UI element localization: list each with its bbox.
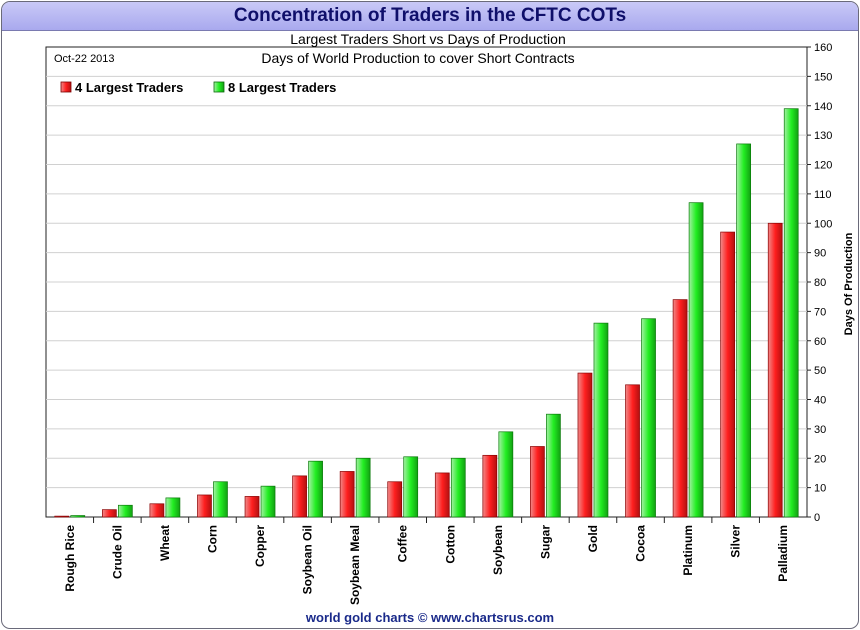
- bar-4-largest: [339, 471, 355, 518]
- bar-4-largest: [149, 503, 165, 518]
- x-tick-label: Cotton: [443, 525, 457, 564]
- bar-8-largest: [498, 431, 514, 518]
- y-tick-label: 70: [814, 306, 826, 318]
- y-tick-label: 90: [814, 248, 826, 260]
- x-tick-label: Cocoa: [634, 525, 648, 562]
- chart-title: Largest Traders Short vs Days of Product…: [290, 31, 565, 47]
- legend-label-8-largest: 8 Largest Traders: [228, 80, 336, 95]
- title-bar: Concentration of Traders in the CFTC COT…: [2, 2, 858, 31]
- bar-4-largest: [54, 515, 70, 518]
- footer-credit: world gold charts © www.chartsrus.com: [305, 610, 555, 625]
- chart-subtitle: Days of World Production to cover Short …: [261, 50, 574, 66]
- bar-4-largest: [244, 496, 260, 518]
- bar-8-largest: [736, 143, 752, 518]
- bar-4-largest: [672, 299, 688, 518]
- bar-8-largest: [688, 202, 704, 518]
- y-axis-label: Days Of Production: [843, 232, 855, 335]
- x-tick-label: Soybean Meal: [348, 525, 362, 605]
- y-tick-label: 160: [814, 42, 832, 54]
- bar-4-largest: [625, 384, 640, 518]
- bar-8-largest: [70, 515, 86, 518]
- bar-8-largest: [546, 413, 561, 518]
- legend-swatch-4-largest: [60, 81, 72, 93]
- bar-8-largest: [213, 481, 228, 518]
- x-tick-label: Soybean Oil: [301, 525, 315, 594]
- bar-4-largest: [767, 222, 783, 518]
- x-tick-label: Corn: [205, 525, 219, 553]
- bar-4-largest: [720, 231, 736, 518]
- y-tick-label: 130: [814, 130, 832, 142]
- y-tick-label: 20: [814, 453, 826, 465]
- bar-8-largest: [308, 460, 323, 518]
- bar-8-largest: [783, 108, 799, 518]
- bar-4-largest: [101, 509, 117, 518]
- bar-8-largest: [117, 504, 133, 518]
- legend-swatch-8-largest: [213, 81, 225, 93]
- y-tick-label: 30: [814, 424, 826, 436]
- y-tick-label: 80: [814, 277, 826, 289]
- bar-8-largest: [260, 485, 276, 518]
- y-tick-label: 0: [814, 512, 820, 524]
- date-label: Oct-22 2013: [54, 53, 115, 65]
- bars: [54, 108, 799, 518]
- x-tick-label: Soybean: [491, 525, 505, 575]
- bar-8-largest: [450, 457, 466, 518]
- x-tick-label: Crude Oil: [110, 525, 124, 579]
- x-tick-label: Wheat: [158, 525, 172, 561]
- x-tick-label: Gold: [586, 525, 600, 552]
- bar-4-largest: [434, 472, 450, 518]
- bar-4-largest: [387, 481, 403, 518]
- x-tick-label: Coffee: [396, 525, 410, 563]
- bar-8-largest: [641, 318, 656, 518]
- bar-8-largest: [593, 322, 609, 518]
- bar-4-largest: [197, 494, 212, 518]
- bar-4-largest: [530, 446, 545, 518]
- x-tick-label: Platinum: [681, 525, 695, 576]
- y-tick-label: 50: [814, 365, 826, 377]
- legend-label-4-largest: 4 Largest Traders: [75, 80, 183, 95]
- bar-4-largest: [482, 454, 498, 518]
- y-tick-label: 40: [814, 395, 826, 407]
- y-tick-label: 100: [814, 218, 832, 230]
- bar-8-largest: [355, 457, 371, 518]
- y-tick-label: 120: [814, 160, 832, 172]
- axes: 0 10 20 30 40 50 60 70 80 90 100 110 120 130 140 150 160…: [63, 42, 833, 605]
- bar-8-largest: [403, 456, 419, 518]
- y-tick-label: 60: [814, 336, 826, 348]
- bar-8-largest: [165, 497, 181, 518]
- x-tick-label: Sugar: [538, 525, 552, 559]
- bar-4-largest: [292, 475, 307, 518]
- x-tick-label: Copper: [253, 525, 267, 567]
- page-title: Concentration of Traders in the CFTC COT…: [233, 5, 627, 26]
- x-tick-label: Rough Rice: [63, 525, 77, 592]
- x-tick-label: Silver: [729, 525, 743, 558]
- y-tick-label: 110: [814, 189, 832, 201]
- y-tick-label: 140: [814, 101, 832, 113]
- legend: 4 Largest Traders 8 Largest Traders: [60, 80, 336, 95]
- y-tick-label: 150: [814, 71, 832, 83]
- y-tick-label: 10: [814, 483, 826, 495]
- bar-4-largest: [577, 372, 593, 518]
- x-tick-label: Palladium: [776, 525, 790, 582]
